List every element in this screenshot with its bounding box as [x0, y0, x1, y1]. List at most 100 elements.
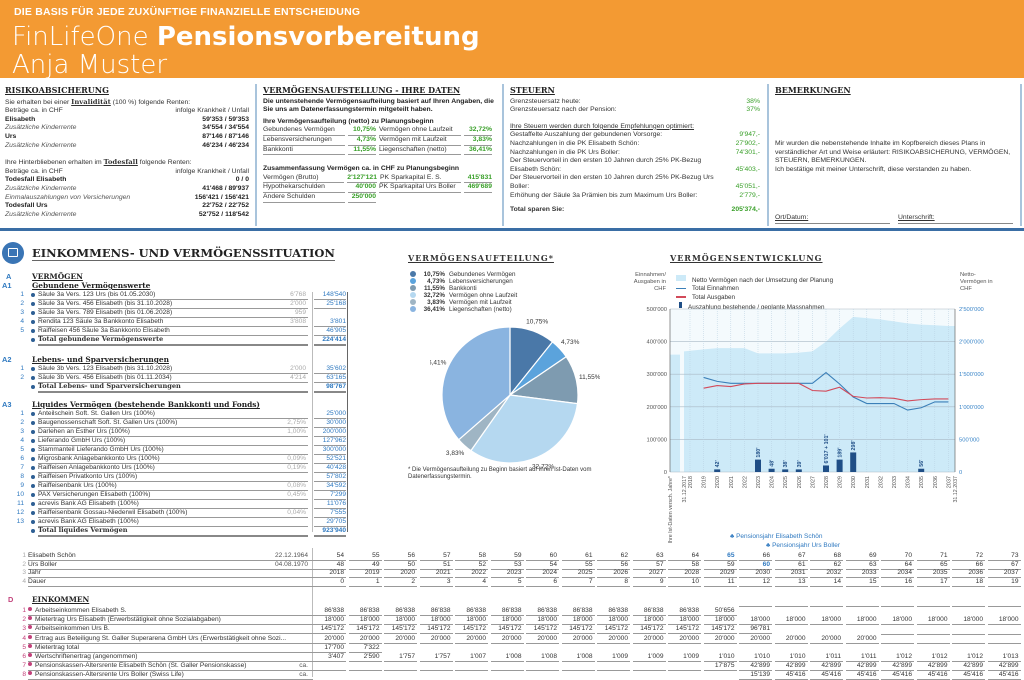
- item-value: 7'299: [314, 490, 346, 500]
- total-label: Total liquides Vermögen: [38, 526, 308, 537]
- cell: [455, 661, 488, 663]
- cell: [881, 606, 914, 607]
- item-label: Raiffeisen 456 Säule 3a Bankkonto Elisab…: [38, 326, 308, 336]
- item-number: 1: [20, 410, 24, 417]
- x-tick: 2019: [702, 476, 708, 488]
- person-row: 2 Urs Boller 04.08.1970 48 49 50 51 52 53 54 55 56 5…: [0, 560, 1024, 570]
- cell: [455, 670, 488, 672]
- legend-item: Total Ausgaben: [676, 294, 833, 301]
- item-label: Raiffeisen Anlagebankkonto Urs (100%): [38, 463, 308, 473]
- asset-item[interactable]: 2 Baugenossenschaft Soft. St. Gallen Urs …: [14, 418, 349, 428]
- row-label: Arbeitseinkommen Urs B.: [28, 624, 313, 635]
- bullet-icon: [31, 439, 35, 443]
- item-value: 11'076: [314, 499, 346, 509]
- cell: 86'838: [419, 606, 453, 616]
- asset-item[interactable]: 6 Migrosbank Anlagebankkonto Urs (100%) 0,…: [14, 454, 349, 464]
- cell: 86'838: [561, 606, 595, 616]
- cell: 18'000: [739, 615, 772, 626]
- cell: 18'000: [703, 615, 737, 626]
- risk-value: 46'234 / 46'234: [202, 141, 249, 149]
- cell: [952, 624, 985, 626]
- y-tick-right: 0: [959, 470, 962, 476]
- asset-label: Bankkonti: [263, 146, 346, 156]
- cell: [916, 606, 950, 607]
- legend-item: Total Einnahmen: [676, 285, 833, 292]
- cell: 56: [597, 560, 630, 570]
- cell: 2: [384, 577, 417, 588]
- cell: 2018: [313, 568, 346, 579]
- item-value: 148'540: [314, 290, 346, 300]
- asset-item[interactable]: 5 Raiffeisen 456 Säule 3a Bankkonto Elisa…: [14, 326, 349, 336]
- y-tick-right: 500'000: [959, 437, 979, 443]
- cell: 2026: [597, 568, 630, 579]
- row-date: 04.08.1970: [274, 560, 308, 568]
- bullet-icon: [31, 376, 35, 380]
- cell: 2033: [845, 568, 879, 579]
- payout-bar: [768, 468, 775, 472]
- cell: 2029: [703, 568, 737, 579]
- asset-item[interactable]: 3 Darlehen an Esther Urs (100%) 1,00% 200'0…: [14, 427, 349, 437]
- asset-item[interactable]: 5 Stammanteil Lieferando GmbH Urs (100%) 3…: [14, 445, 349, 455]
- cell: [597, 642, 630, 644]
- tax-label: Nachzahlungen in die PK Urs Boller:: [510, 148, 620, 156]
- row-number: 3: [22, 625, 26, 633]
- asset-item[interactable]: 4 Lieferando GmbH Urs (100%) 127'962: [14, 436, 349, 446]
- cell: [419, 670, 453, 672]
- asset-row: Bankkonti 11,55% Liegenschaften (netto) 36,…: [263, 146, 495, 156]
- cell: 86'838: [668, 606, 701, 616]
- item-label: acrevis Bank AG Elisabeth (100%): [38, 499, 308, 509]
- cell: 15: [845, 577, 879, 588]
- line-legend: Netto Vermögen nach der Umsetzung der Pl…: [676, 275, 833, 312]
- cell: 45'416: [810, 670, 843, 680]
- asset-label: Hypothekarschulden: [263, 183, 346, 193]
- item-rate: 6'768: [290, 291, 306, 298]
- place-date-field[interactable]: Ort/Datum:: [775, 214, 890, 224]
- income-row: 4 Ertrag aus Beteiligung St. Galler Super…: [0, 633, 1024, 644]
- asset-value: 10,75%: [348, 126, 376, 136]
- asset-item[interactable]: 3 Säule 3a Vers. 789 Elisabeth (bis 01.06…: [14, 308, 349, 318]
- signature-field[interactable]: Unterschrift:: [898, 214, 1013, 224]
- row-number: 4: [22, 634, 26, 642]
- bullet-icon: [31, 529, 35, 533]
- cell: [845, 624, 879, 626]
- asset-item[interactable]: 1 Säule 3a Vers. 123 Urs (bis 01.05.2030)…: [14, 290, 349, 300]
- cell: [526, 642, 559, 644]
- risk-col-header-2: Beträge ca. in CHF infolge Krankheit / Un…: [5, 167, 249, 175]
- cell: 55: [348, 551, 382, 561]
- asset-item[interactable]: 9 Raiffeisenbank Urs (100%) 0,08% 34'592: [14, 481, 349, 491]
- bullet-icon: [31, 311, 35, 315]
- cell: 20'000: [348, 634, 382, 644]
- asset-item[interactable]: 12 Raiffeisenbank Gossau-Niederwil Elisab…: [14, 508, 349, 518]
- asset-item[interactable]: 11 acrevis Bank AG Elisabeth (100%) 11'076: [14, 499, 349, 509]
- asset-item[interactable]: 1 Anteilschein Soft. St. Gallen Urs (100%…: [14, 409, 349, 419]
- asset-item[interactable]: 8 Raiffeisen Privatkonto Urs (100%) 57'802: [14, 472, 349, 482]
- bar-label: 48': [770, 460, 776, 467]
- cell: [526, 670, 559, 672]
- pie-legend-item: 4,73% Lebensversicherungen: [410, 278, 517, 285]
- cell: [632, 670, 666, 672]
- bullet-icon: [31, 457, 35, 461]
- legend-swatch: [676, 287, 686, 290]
- pie-legend-item: 10,75% Gebundenes Vermögen: [410, 271, 517, 278]
- asset-item[interactable]: 4 Rendita 123 Säule 3a Bankkonto Elisabet…: [14, 317, 349, 327]
- cell: 2019: [348, 568, 382, 579]
- cell: [774, 642, 808, 644]
- x-tick: 2024: [770, 476, 776, 488]
- app-title: FinLifeOne Pensionsvorbereitung: [12, 22, 480, 52]
- cell: 18'000: [668, 615, 701, 626]
- x-tick: 2022: [742, 476, 748, 488]
- asset-item[interactable]: 1 Säule 3b Vers. 123 Elisabeth (bis 31.10…: [14, 364, 349, 374]
- item-number: 3: [20, 309, 24, 316]
- risk-label: Zusätzliche Kinderrente: [5, 184, 77, 192]
- asset-item[interactable]: 10 PAX Versicherungen Elisabeth (100%) 0,4…: [14, 490, 349, 500]
- cell: 86'838: [455, 606, 488, 616]
- legend-label: Vermögen ohne Laufzeit: [449, 292, 518, 299]
- row-number: 1: [22, 552, 26, 559]
- asset-item[interactable]: 2 Säule 3b Vers. 456 Elisabeth (bis 01.11…: [14, 373, 349, 383]
- item-value: 300'000: [314, 445, 346, 455]
- payout-bar: [850, 452, 857, 472]
- item-label: Säule 3a Vers. 123 Urs (bis 01.05.2030): [38, 290, 308, 300]
- asset-item[interactable]: 7 Raiffeisen Anlagebankkonto Urs (100%) 0,…: [14, 463, 349, 473]
- asset-label: Gebundenes Vermögen: [263, 126, 346, 136]
- asset-item[interactable]: 13 acrevis Bank AG Elisabeth (100%) 29'705: [14, 517, 349, 527]
